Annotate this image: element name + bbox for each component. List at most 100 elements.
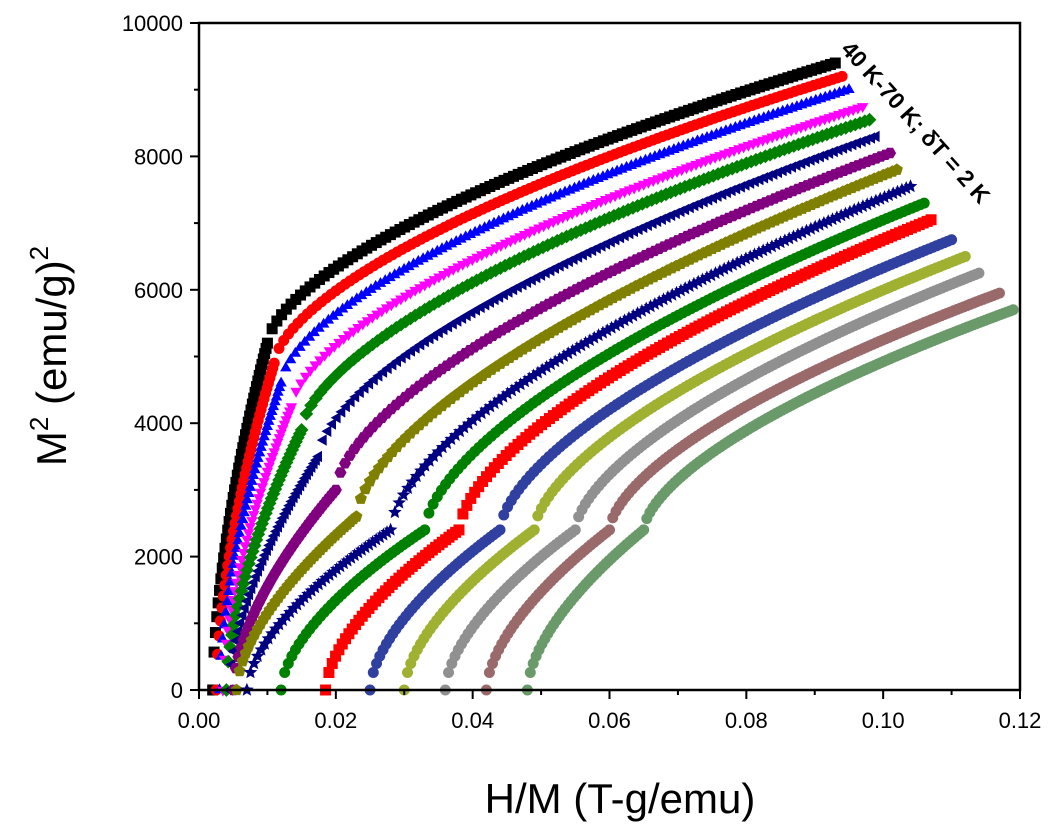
- data-point: [370, 279, 382, 290]
- data-point: [297, 590, 312, 604]
- data-point: [242, 529, 255, 540]
- data-point: [220, 533, 232, 545]
- data-point: [483, 666, 495, 678]
- data-point: [218, 552, 230, 564]
- data-point: [643, 299, 658, 313]
- y-tick-label: 6000: [134, 278, 183, 303]
- data-point: [427, 297, 441, 311]
- data-point: [347, 548, 362, 562]
- data-point: [240, 429, 252, 441]
- data-point: [457, 508, 469, 520]
- x-tick-label: 0.00: [178, 708, 221, 733]
- data-point: [330, 650, 342, 662]
- data-point: [444, 432, 458, 445]
- data-point: [245, 582, 256, 595]
- data-point: [993, 287, 1005, 299]
- data-point: [284, 353, 297, 364]
- data-point: [622, 311, 636, 324]
- data-point: [457, 420, 471, 434]
- data-point: [773, 235, 788, 249]
- data-point: [899, 181, 913, 194]
- data-point: [215, 573, 227, 585]
- data-point: [918, 197, 930, 209]
- series-40-k: [207, 57, 841, 696]
- data-point: [418, 458, 432, 472]
- data-point: [825, 212, 840, 226]
- data-point: [604, 524, 615, 536]
- series-56-k: [240, 179, 918, 696]
- data-point: [570, 341, 584, 354]
- y-tick-label: 2000: [134, 545, 183, 570]
- data-point: [786, 229, 801, 243]
- data-point: [895, 182, 909, 196]
- x-tick-label: 0.08: [725, 708, 768, 733]
- data-point: [596, 325, 610, 339]
- data-point: [230, 476, 242, 488]
- data-point: [524, 666, 536, 678]
- y-axis-title-sup2: 2: [24, 246, 54, 260]
- data-point: [311, 577, 326, 591]
- data-point: [330, 412, 341, 424]
- data-point: [409, 469, 424, 483]
- data-point: [545, 236, 560, 250]
- data-point: [240, 499, 252, 510]
- data-point: [223, 516, 235, 528]
- data-point: [326, 565, 340, 578]
- data-point: [290, 597, 304, 611]
- data-point: [239, 542, 251, 553]
- data-point: [487, 396, 502, 410]
- data-point: [384, 271, 396, 282]
- data-point: [630, 306, 645, 320]
- data-point: [691, 274, 705, 288]
- data-point: [280, 361, 292, 372]
- series-66-k: [439, 267, 985, 696]
- data-point: [256, 435, 269, 446]
- data-point: [234, 617, 245, 629]
- data-point: [241, 493, 253, 504]
- data-point: [360, 286, 372, 296]
- data-point: [512, 251, 527, 266]
- series-44-k: [213, 83, 855, 694]
- series-62-k: [364, 234, 958, 696]
- y-tick-label: 0: [171, 678, 183, 703]
- data-point: [350, 510, 363, 522]
- data-point: [355, 542, 369, 556]
- data-point: [232, 591, 247, 606]
- data-point: [246, 517, 258, 527]
- data-point: [626, 308, 640, 322]
- data-point: [211, 611, 223, 623]
- data-point: [279, 666, 291, 678]
- data-point: [321, 425, 332, 437]
- data-point: [834, 208, 848, 222]
- data-point: [214, 584, 226, 596]
- data-point: [531, 365, 545, 379]
- data-point: [260, 425, 272, 436]
- data-point: [286, 601, 301, 615]
- series-60-k: [320, 214, 937, 696]
- data-point: [396, 487, 411, 501]
- data-point: [326, 657, 338, 669]
- data-point: [455, 281, 470, 295]
- data-point: [241, 595, 251, 607]
- data-point: [500, 386, 515, 400]
- data-point: [248, 511, 260, 521]
- data-point: [414, 463, 428, 477]
- data-point: [419, 524, 431, 536]
- data-point: [713, 264, 727, 277]
- data-point: [470, 409, 484, 423]
- data-point: [351, 348, 366, 363]
- data-point: [403, 260, 415, 271]
- data-point: [604, 320, 619, 334]
- data-point: [695, 272, 710, 286]
- data-point: [229, 484, 241, 496]
- data-point: [380, 525, 394, 539]
- data-point: [869, 193, 883, 207]
- data-point: [422, 249, 434, 260]
- data-point: [687, 276, 701, 290]
- data-point: [294, 594, 308, 607]
- data-point: [847, 202, 861, 216]
- data-point: [222, 560, 234, 572]
- data-point: [365, 535, 380, 548]
- data-point: [860, 197, 874, 211]
- data-point: [374, 277, 387, 287]
